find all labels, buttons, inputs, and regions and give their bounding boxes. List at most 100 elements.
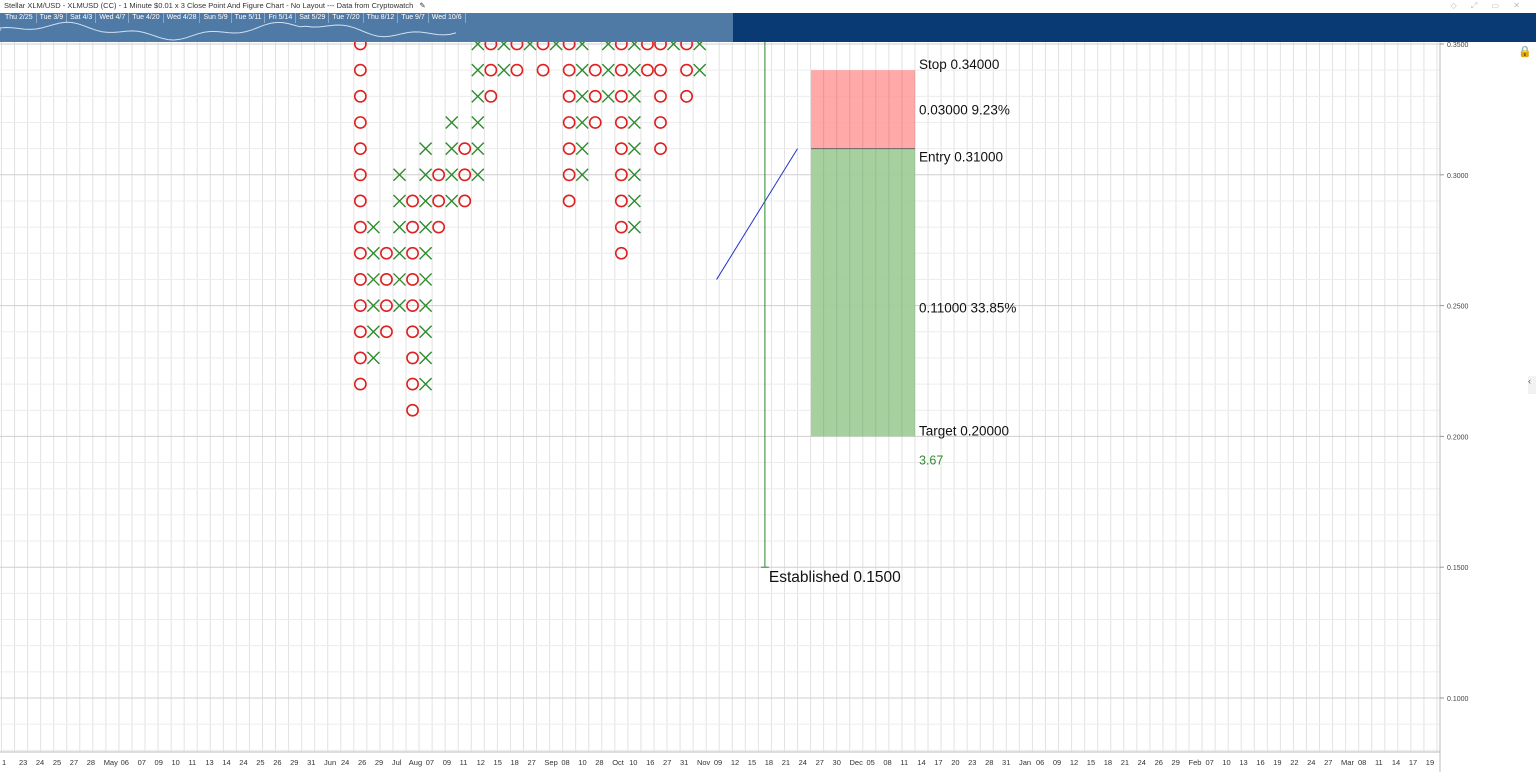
navigator-date: Sat 4/3 <box>67 13 97 23</box>
x-box <box>575 63 589 77</box>
x-box <box>419 168 433 182</box>
o-box <box>536 63 550 77</box>
x-box <box>497 42 511 51</box>
x-box <box>419 377 433 391</box>
x-tick-label: 28 <box>595 758 603 767</box>
x-box <box>393 246 406 260</box>
chevron-left-icon[interactable]: ‹ <box>1528 376 1536 394</box>
x-tick-label: 23 <box>19 758 27 767</box>
navigator-date: Sun 5/9 <box>200 13 232 23</box>
navigator-date: Sat 5/29 <box>296 13 330 23</box>
o-box <box>432 220 446 234</box>
y-tick-label: 0.1000 <box>1447 696 1469 703</box>
x-tick-label: 08 <box>561 758 569 767</box>
x-tick-label: 27 <box>70 758 78 767</box>
x-tick-label: Dec <box>850 758 864 767</box>
o-box <box>353 377 367 391</box>
o-box <box>510 42 524 51</box>
o-box <box>562 194 576 208</box>
o-box <box>680 63 693 77</box>
o-column <box>536 42 550 77</box>
x-box <box>471 63 485 77</box>
o-column <box>406 194 419 417</box>
x-tick-label: 29 <box>290 758 298 767</box>
x-tick-label: 19 <box>1426 758 1434 767</box>
o-box <box>458 168 472 182</box>
x-tick-label: Mar <box>1341 758 1354 767</box>
x-tick-label: 09 <box>443 758 451 767</box>
o-box <box>614 63 628 77</box>
x-tick-label: 26 <box>1155 758 1163 767</box>
navigator-window[interactable]: Thu 2/25 Tue 3/9 Sat 4/3 Wed 4/7 Tue 4/20 Wed… <box>0 13 733 42</box>
pnf-chart[interactable]: Established 0.5600Established 0.5300Esta… <box>0 42 1536 772</box>
o-column <box>680 42 693 103</box>
x-box <box>419 299 433 313</box>
x-box <box>471 142 485 156</box>
o-box <box>680 42 693 51</box>
o-box <box>353 273 367 286</box>
o-box <box>614 220 628 234</box>
o-column <box>432 168 446 234</box>
o-box <box>654 42 667 51</box>
x-box <box>419 194 433 208</box>
o-box <box>562 116 576 129</box>
navigator-date: Wed 4/28 <box>164 13 201 23</box>
x-tick-label: 24 <box>1138 758 1146 767</box>
navigator-date: Fri 5/14 <box>265 13 297 23</box>
x-box <box>627 194 641 208</box>
o-box <box>353 325 367 339</box>
x-tick-label: 09 <box>155 758 163 767</box>
x-tick-label: 15 <box>494 758 502 767</box>
x-column <box>366 220 380 365</box>
x-box <box>627 63 641 77</box>
x-column <box>575 42 589 182</box>
x-tick-label: 21 <box>782 758 790 767</box>
x-tick-label: 05 <box>866 758 874 767</box>
x-tick-label: 14 <box>222 758 230 767</box>
o-box <box>614 89 628 103</box>
o-box <box>562 42 576 51</box>
x-box <box>497 63 511 77</box>
chart-title-edit-icon[interactable]: ✎ <box>419 1 426 10</box>
o-box <box>353 299 367 312</box>
lock-icon[interactable]: 🔒 <box>1518 46 1532 58</box>
navigator-date: Tue 9/7 <box>398 13 429 23</box>
x-tick-label: 14 <box>1392 758 1400 767</box>
x-box <box>366 299 380 313</box>
x-column <box>627 42 641 234</box>
o-box <box>406 220 419 234</box>
navigator-strip[interactable]: Thu 2/25 Tue 3/9 Sat 4/3 Wed 4/7 Tue 4/20 Wed… <box>0 13 1536 42</box>
o-column <box>588 63 602 129</box>
x-box <box>445 115 459 129</box>
x-box <box>667 42 681 51</box>
x-box <box>575 115 589 129</box>
window-controls[interactable]: ◇ ⤢ ▭ ✕ <box>1450 1 1526 10</box>
y-tick-label: 0.3500 <box>1447 42 1469 49</box>
x-tick-label: 11 <box>900 758 908 767</box>
target-zone <box>811 148 915 437</box>
x-box <box>471 168 485 182</box>
chart-title-bar: Stellar XLM/USD - XLMUSD (CC) - 1 Minute… <box>0 0 1536 13</box>
o-box <box>406 325 419 339</box>
o-box <box>353 142 367 156</box>
chart-grid <box>0 42 1440 752</box>
navigator-date: Thu 2/25 <box>2 13 37 23</box>
o-column <box>484 42 498 103</box>
x-tick-label: 27 <box>527 758 535 767</box>
trade-label: 3.67 <box>919 453 943 467</box>
o-box <box>510 63 524 77</box>
o-box <box>406 299 419 312</box>
o-box <box>641 63 654 77</box>
x-column <box>549 42 563 51</box>
o-box <box>406 246 419 260</box>
x-box <box>601 89 615 103</box>
x-box <box>419 142 433 156</box>
x-box <box>575 89 589 103</box>
navigator-sparkline <box>0 21 457 41</box>
o-box <box>380 299 393 312</box>
x-column <box>693 42 707 77</box>
x-tick-label: 12 <box>1070 758 1078 767</box>
x-column <box>523 42 537 51</box>
trend-lines <box>716 148 798 280</box>
o-column <box>458 142 472 208</box>
